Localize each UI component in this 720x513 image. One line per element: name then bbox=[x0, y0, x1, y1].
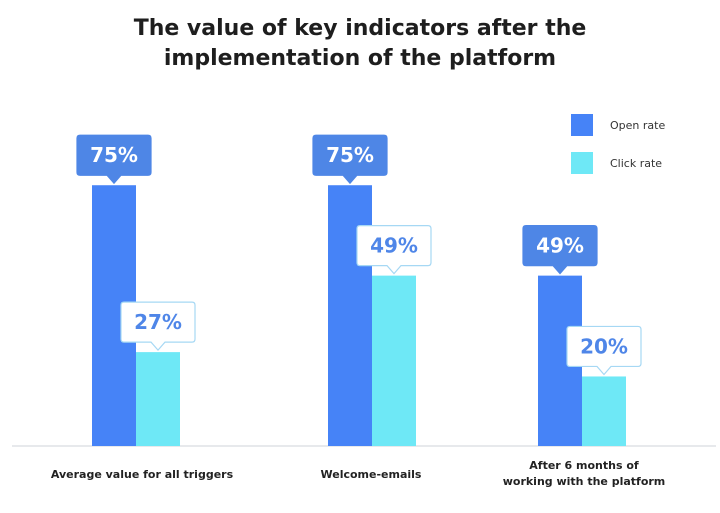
data-label-open-rate-1: 75% bbox=[90, 143, 138, 167]
chart-title-line-2: implementation of the platform bbox=[163, 46, 557, 71]
chart-title-line-1: The value of key indicators after the bbox=[133, 16, 587, 41]
category-label-2: Welcome-emails bbox=[321, 468, 422, 481]
callout-bubble-click-rate-1 bbox=[120, 301, 196, 352]
data-label-click-rate-3: 20% bbox=[580, 334, 628, 358]
bar-open-rate-2 bbox=[328, 185, 372, 446]
callout-bubble-click-rate-3 bbox=[566, 325, 642, 376]
callout-bubble-click-rate-2 bbox=[356, 225, 432, 275]
legend-label-click-rate: Click rate bbox=[610, 157, 662, 170]
bar-click-rate-3 bbox=[582, 376, 626, 446]
data-label-click-rate-1: 27% bbox=[134, 310, 182, 334]
category-label-1: Average value for all triggers bbox=[51, 468, 234, 481]
chart-title: The value of key indicators after the im… bbox=[0, 14, 720, 74]
legend-swatch-click-rate bbox=[571, 152, 593, 174]
legend-label-open-rate: Open rate bbox=[610, 119, 665, 132]
callout-bubble-open-rate-2 bbox=[312, 134, 388, 185]
legend-swatch-open-rate bbox=[571, 114, 593, 136]
category-label-3-line-2: working with the platform bbox=[503, 475, 666, 488]
data-label-click-rate-2: 49% bbox=[370, 234, 418, 258]
callout-bubble-open-rate-3 bbox=[522, 225, 598, 275]
callout-bubble-open-rate-1 bbox=[76, 134, 152, 185]
category-label-3-line-1: After 6 months of bbox=[529, 459, 639, 472]
data-label-open-rate-3: 49% bbox=[536, 234, 584, 258]
bar-click-rate-2 bbox=[372, 275, 416, 446]
bar-click-rate-1 bbox=[136, 352, 180, 446]
data-label-open-rate-2: 75% bbox=[326, 143, 374, 167]
